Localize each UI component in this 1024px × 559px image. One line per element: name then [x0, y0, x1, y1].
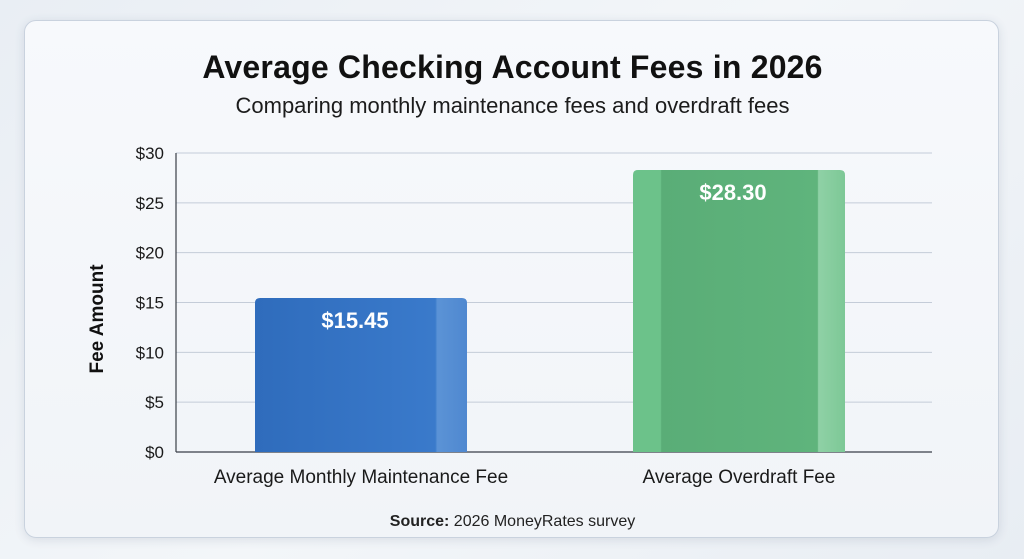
y-tick-label: $15	[136, 294, 164, 313]
bar	[633, 169, 845, 452]
y-tick-label: $30	[136, 144, 164, 163]
chart-title: Average Checking Account Fees in 2026	[202, 49, 823, 85]
bars	[255, 169, 845, 452]
bar	[255, 298, 467, 452]
source-label: Source:	[389, 513, 450, 530]
y-tick-label: $10	[136, 343, 164, 362]
y-tick-label: $5	[145, 393, 164, 412]
bar-data-label: $15.45	[321, 308, 388, 333]
x-category-label: Average Overdraft Fee	[643, 467, 836, 488]
y-tick-label: $0	[145, 443, 164, 462]
x-category-label: Average Monthly Maintenance Fee	[214, 467, 508, 488]
chart-subtitle: Comparing monthly maintenance fees and o…	[235, 93, 790, 118]
labels: $0 $5 $10 $15 $20 $25 $30 $15.45 Average Monthly…	[136, 144, 836, 488]
bar-data-label: $28.30	[699, 180, 766, 205]
y-tick-label: $25	[136, 194, 164, 213]
source-text: 2026 MoneyRates survey	[453, 513, 636, 530]
source-note: Source: 2026 MoneyRates survey	[25, 513, 1000, 531]
y-tick-label: $20	[136, 244, 164, 263]
